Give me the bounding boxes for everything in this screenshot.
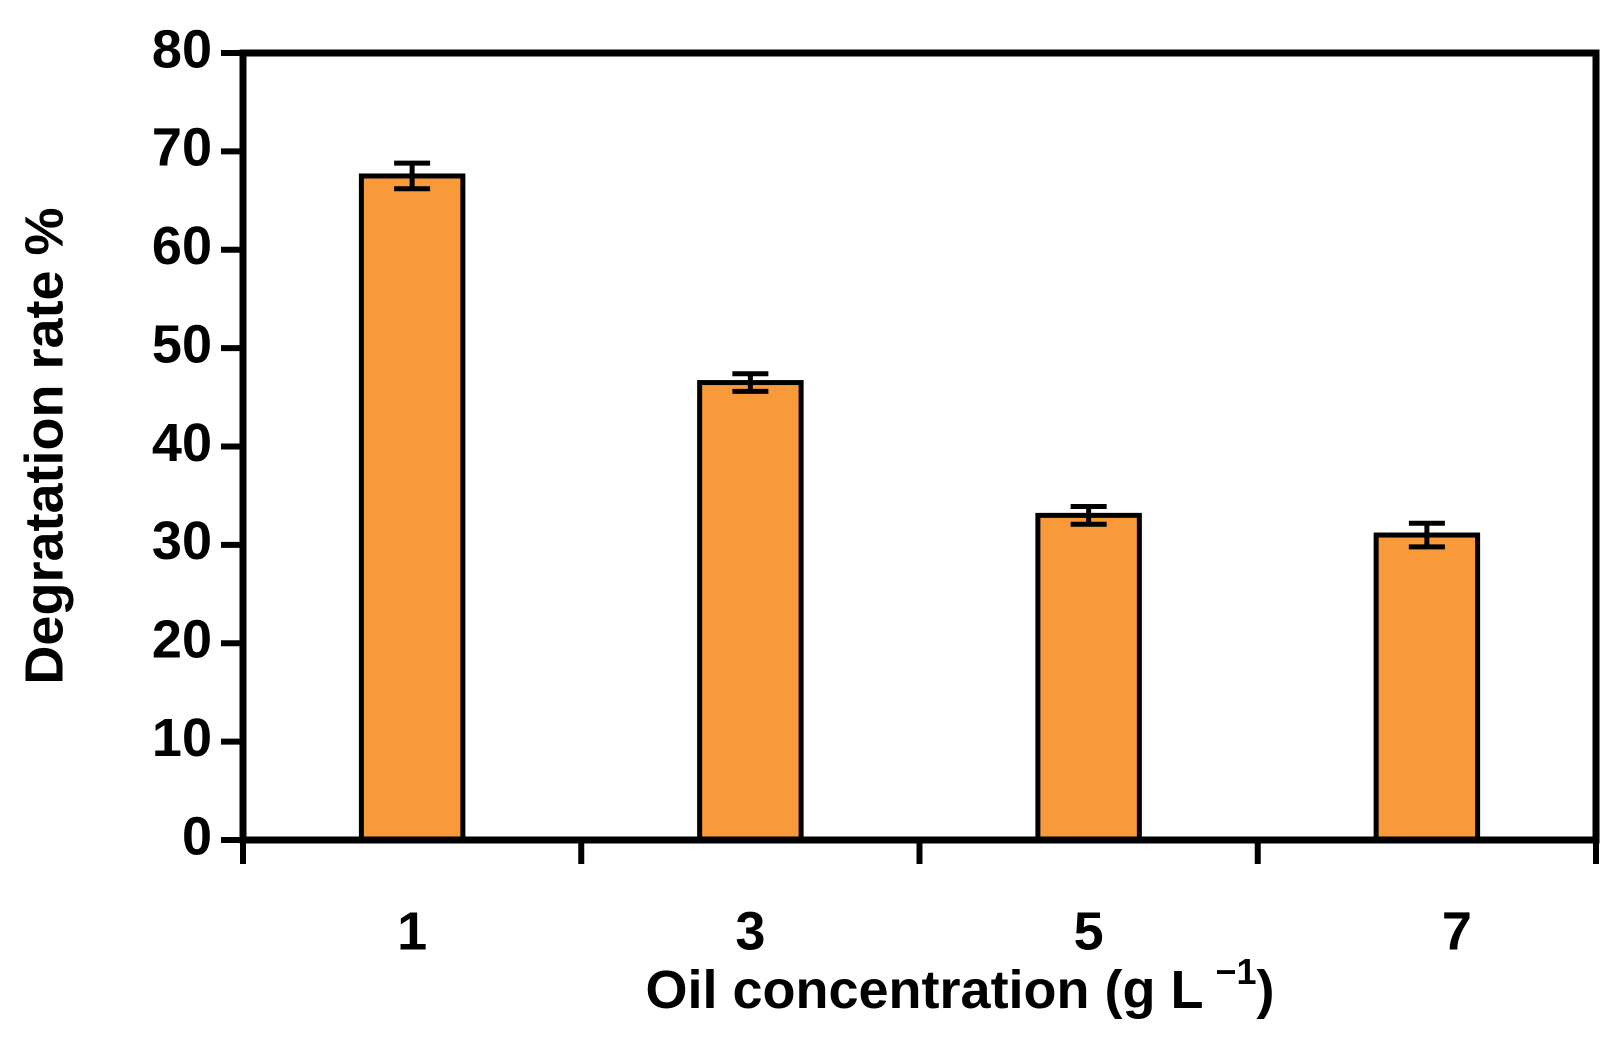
y-tick-label: 0 bbox=[182, 806, 212, 866]
y-tick-label: 60 bbox=[152, 216, 212, 276]
y-tick-label: 80 bbox=[152, 19, 212, 79]
bar bbox=[697, 380, 804, 843]
bar bbox=[1035, 512, 1142, 843]
y-tick-label: 40 bbox=[152, 413, 212, 473]
x-axis-title-superscript: −1 bbox=[1215, 951, 1256, 992]
y-tick-label: 30 bbox=[152, 511, 212, 571]
x-tick-label: 1 bbox=[397, 901, 427, 961]
x-axis-title-end: ) bbox=[1257, 960, 1275, 1020]
x-tick-label: 3 bbox=[735, 901, 765, 961]
x-axis-title-main: Oil concentration (g L bbox=[645, 960, 1203, 1020]
y-axis-title: Degratation rate % bbox=[14, 207, 74, 684]
y-tick-label: 50 bbox=[152, 314, 212, 374]
y-tick-label: 70 bbox=[152, 118, 212, 178]
x-tick-label: 5 bbox=[1074, 901, 1104, 961]
y-tick-label: 10 bbox=[152, 708, 212, 768]
bar bbox=[1373, 532, 1481, 843]
x-axis-title: Oil concentration (g L −1) bbox=[645, 951, 1274, 1021]
y-tick-label: 20 bbox=[152, 610, 212, 670]
plot-frame bbox=[239, 49, 1600, 844]
x-tick-label: 7 bbox=[1442, 901, 1472, 961]
bar bbox=[358, 173, 466, 843]
